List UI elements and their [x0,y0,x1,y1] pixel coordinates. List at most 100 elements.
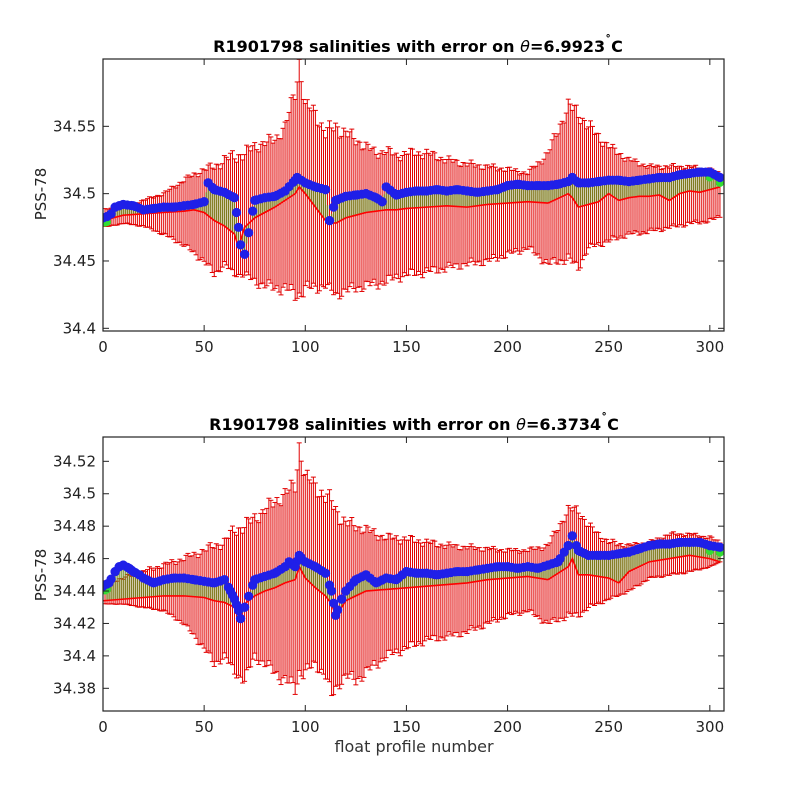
data-point [328,598,339,608]
data-point [422,186,432,196]
data-point [553,179,563,189]
data-point [179,573,189,583]
data-point [462,186,472,196]
x-tick-label: 50 [195,338,214,356]
error-bars [103,59,723,301]
y-tick-label: 34.45 [53,252,96,270]
data-point [294,550,304,560]
data-point [401,187,412,197]
data-point [401,566,412,577]
data-point [593,550,604,560]
data-point [664,172,674,183]
data-point [624,547,634,557]
data-point [300,178,310,188]
y-tick-label: 34.52 [53,452,96,470]
data-point [482,563,492,573]
x-tick-label: 200 [493,338,522,356]
data-point [341,586,351,596]
data-point [148,578,159,588]
data-point [381,182,391,192]
axes-box [102,58,725,332]
data-point [604,550,614,560]
data-point [377,197,387,207]
data-point [371,578,381,588]
data-point [624,176,634,187]
data-point [310,562,320,572]
y-tick-label: 34.48 [53,517,96,535]
data-point [324,215,335,226]
data-point [654,172,664,183]
data-point [331,195,341,205]
data-point [199,197,209,207]
y-tick-label: 34.38 [53,679,96,697]
data-point [138,205,149,215]
data-point [523,180,533,191]
y-tick-label: 34.42 [53,614,96,632]
data-point [685,168,695,179]
data-point [513,563,523,573]
data-point [492,185,503,195]
data-point [248,206,258,216]
data-point [674,170,685,180]
data-point [148,203,159,214]
chart-title: R1901798 salinities with error on θ=6.99… [213,33,623,56]
data-point [543,180,553,191]
data-point [320,568,331,578]
data-point [341,191,351,201]
x-tick-label: 300 [696,338,725,356]
data-point [715,542,724,552]
data-point [674,537,685,547]
data-point [452,185,462,195]
data-point [567,531,577,541]
data-point [442,186,452,196]
data-point [169,202,179,212]
data-point [432,570,442,580]
y-tick-label: 34.5 [63,485,96,503]
data-point [231,207,242,218]
data-point [482,186,492,196]
data-point [523,562,533,572]
data-point [331,610,341,620]
x-tick-label: 100 [291,718,320,736]
chart-title: R1901798 salinities with error on θ=6.37… [209,411,619,434]
data-point [235,613,246,624]
data-point [250,195,260,205]
data-point [310,182,320,192]
data-point [106,209,116,219]
data-point [361,570,371,580]
data-point [715,172,724,183]
x-tick-label: 100 [291,338,320,356]
data-point [604,175,614,185]
data-point [326,586,337,596]
data-point [573,545,583,556]
x-tick-label: 0 [98,718,108,736]
data-point [634,544,644,554]
data-point [411,568,422,578]
data-point [432,185,442,195]
y-tick-label: 34.55 [53,117,96,135]
data-point [513,179,523,189]
data-point [189,575,199,585]
data-point [614,549,624,559]
data-point [644,541,654,551]
data-point [239,602,250,612]
x-tick-label: 50 [195,718,214,736]
data-point [573,178,583,188]
y-axis-label: PSS-78 [32,168,50,221]
data-point [695,167,705,177]
data-point [235,240,246,250]
data-point [239,249,250,259]
data-point [320,185,331,195]
x-tick-label: 250 [594,718,623,736]
data-point [705,167,715,177]
data-point [118,199,128,210]
salinity-line [103,185,721,251]
data-point [203,178,213,188]
data-point [229,193,240,203]
blue-markers [103,531,724,624]
data-point [219,187,229,197]
axes-box [102,436,725,712]
data-point [381,573,391,583]
plot-data [103,59,724,301]
data-point [250,575,260,585]
